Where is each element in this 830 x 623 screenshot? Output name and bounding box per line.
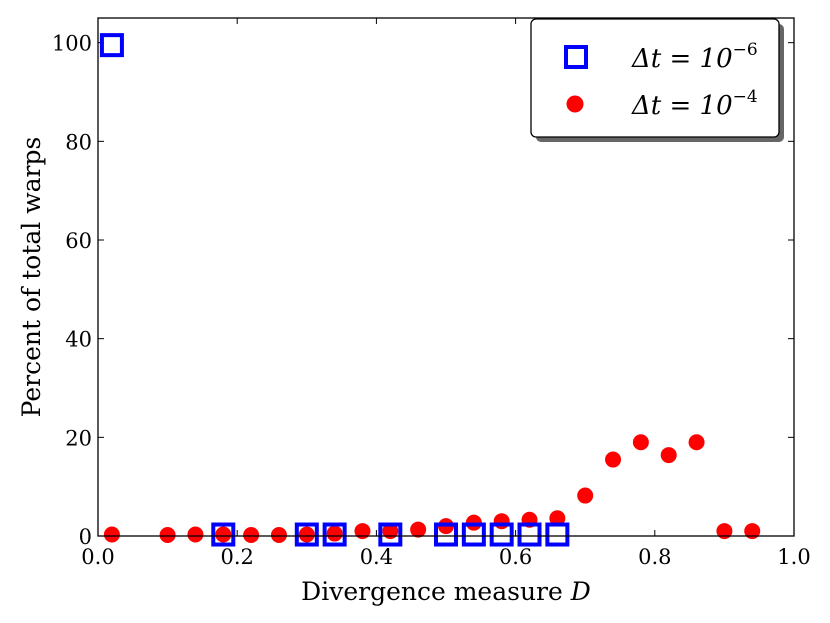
y-tick-label: 60 xyxy=(65,229,92,253)
data-markers xyxy=(99,33,761,547)
point-series-2 xyxy=(605,451,622,468)
legend-label-series-1: Δt = 10−6 xyxy=(631,40,758,74)
y-tick-label: 80 xyxy=(65,130,92,154)
point-series-2 xyxy=(716,523,733,540)
legend: Δt = 10−6 Δt = 10−4 xyxy=(530,18,784,142)
point-series-1 xyxy=(294,522,319,547)
point-series-2 xyxy=(632,434,649,451)
x-tick-label: 0.4 xyxy=(360,545,393,569)
point-series-2 xyxy=(660,447,677,464)
legend-label-series-2: Δt = 10−4 xyxy=(631,87,758,121)
point-series-2 xyxy=(744,523,761,540)
point-series-2 xyxy=(215,526,232,543)
point-series-2 xyxy=(410,521,427,538)
plot-frame xyxy=(97,17,795,537)
point-series-2 xyxy=(354,523,371,540)
point-series-2 xyxy=(159,527,176,544)
x-tick-label: 0.2 xyxy=(220,545,253,569)
point-series-1 xyxy=(211,522,236,547)
point-series-1 xyxy=(545,522,570,547)
point-series-1 xyxy=(489,522,514,547)
point-series-2 xyxy=(688,434,705,451)
point-series-2 xyxy=(326,525,343,542)
point-series-2 xyxy=(187,526,204,543)
point-series-2 xyxy=(493,513,510,530)
point-series-1 xyxy=(517,522,542,547)
legend-marker-series-1 xyxy=(564,45,588,69)
legend-marker-series-2 xyxy=(566,95,584,113)
y-tick-label: 0 xyxy=(79,525,92,549)
point-series-2 xyxy=(549,510,566,527)
x-axis-title: Divergence measure D xyxy=(301,577,591,606)
y-axis-title: Percent of total warps xyxy=(17,137,46,418)
point-series-1 xyxy=(434,522,458,547)
x-tick-label: 1.0 xyxy=(777,545,810,569)
x-tick-labels: 0.0 0.2 0.4 0.6 0.8 1.0 xyxy=(81,545,810,569)
x-tick-label: 0.0 xyxy=(81,545,114,569)
x-tick-label: 0.6 xyxy=(499,545,532,569)
x-tick-label: 0.8 xyxy=(638,545,671,569)
point-series-2 xyxy=(298,526,315,543)
point-series-1 xyxy=(99,33,124,58)
y-tick-label: 100 xyxy=(52,32,92,56)
point-series-2 xyxy=(577,487,594,504)
point-series-2 xyxy=(382,523,399,540)
point-series-1 xyxy=(322,522,347,547)
y-tick-labels: 0 20 40 60 80 100 xyxy=(52,32,92,549)
legend-box xyxy=(530,18,780,138)
y-tick-label: 20 xyxy=(65,426,92,450)
point-series-1 xyxy=(461,522,486,547)
point-series-2 xyxy=(270,527,287,544)
point-series-2 xyxy=(103,526,120,543)
y-tick-label: 40 xyxy=(65,328,92,352)
point-series-1 xyxy=(378,522,403,547)
point-series-2 xyxy=(243,527,260,544)
